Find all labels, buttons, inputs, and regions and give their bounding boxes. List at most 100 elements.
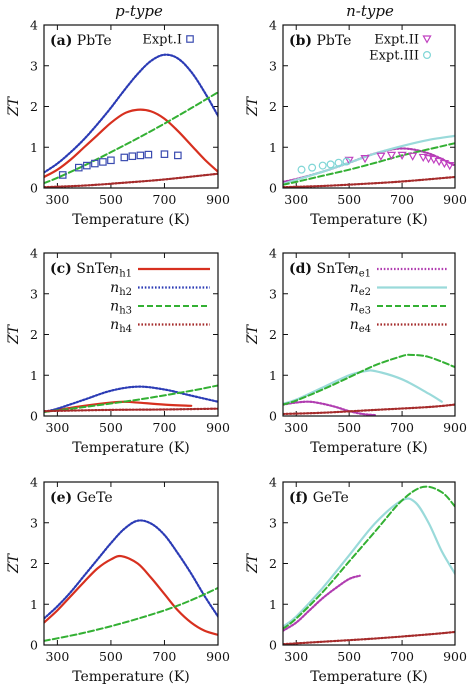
panel-e-series-h2-line [44,519,218,620]
panel-b-xtick-label: 300 [284,192,308,207]
panel-e-label: (e) GeTe [50,490,113,506]
panel-b-xlabel: Temperature (K) [310,212,428,228]
panel-a-ytick-label: 1 [30,140,38,155]
panel-d-series-e2-line [283,369,443,405]
panel-b-series-e3-line [283,142,455,186]
panel-d-legend-e4: ne4 [350,317,371,335]
panel-c-xtick-label: 500 [99,420,123,435]
panel-b-series-expt-iii-point [326,160,335,169]
panel-a-series-h4-line [44,172,218,188]
panel-b-series-expt-ii-point [423,155,434,164]
panel-a-series-expt-i-point [128,152,137,161]
panel-c-label: (c) SnTe [50,261,111,277]
panel-f-xtick-label: 300 [284,649,308,664]
panel-c-xtick-label: 900 [206,420,230,435]
panel-e-data [44,519,218,642]
panel-b-ytick-label: 1 [269,140,277,155]
panel-a-xtick-label: 300 [45,192,69,207]
panel-a-series-expt-i-point [99,158,107,166]
panel-e-ylabel: ZT [6,552,22,574]
panel-e-xlabel: Temperature (K) [72,669,190,685]
panel-a: 300 500 700 900 0 1 2 3 4 Temperature (K) ZT (a) Pb… [6,18,230,229]
panel-d: 300 500 700 900 0 1 2 3 4 Temperature (K) ZT (d) Sn… [245,246,467,457]
panel-b-material: PbTe [312,33,351,49]
panel-e-ytick-label: 0 [30,638,38,653]
panel-b-series-expt-iii-point [334,158,343,167]
panel-d-series-e4-line [283,403,455,416]
panel-b: 300 500 700 900 0 1 2 3 4 Temperature (K) ZT (b) Pb… [245,18,467,229]
panel-d-legend-e1-sub: e1 [359,269,371,280]
panel-f-data [283,485,455,645]
column-title-left: p-type [115,2,163,20]
panel-f-material: GeTe [308,490,348,506]
panel-b-xtick-label: 700 [390,192,414,207]
panel-b-ytick-label: 0 [269,181,277,196]
panel-b-series-e4-line [283,175,455,188]
panel-d-legend-e3-base: n [350,299,359,315]
panel-b-series-expt-ii-point [360,155,370,164]
panel-a-series-expt-i-point [74,163,83,172]
panel-b-letter: (b) [289,33,312,49]
panel-c-legend-h3-base: n [110,299,119,315]
panel-d-ylabel: ZT [245,323,261,345]
panel-c-ytick-label: 1 [30,368,38,383]
panel-a-ytick-label: 2 [30,99,38,114]
panel-c-xtick-label: 300 [45,420,69,435]
panel-d-ytick-label: 0 [269,409,277,424]
panel-e-letter: (e) [50,490,72,506]
panel-c-ytick-label: 2 [30,327,38,342]
panel-e-xtick-label: 700 [153,649,177,664]
panel-a-data [44,53,218,188]
panel-c-legend-h3-sub: h3 [119,306,132,317]
panel-a-xlabel: Temperature (K) [72,212,190,228]
panel-f-series-e3-line [283,485,455,630]
panel-f-series-e1-line [283,574,361,632]
panel-e-series-h3-line [44,586,218,642]
panel-b-series-expt-ii-point [376,152,386,161]
panel-d-legend-e4-base: n [350,317,359,333]
panel-d-ytick-label: 2 [269,327,277,342]
panel-e-xtick-label: 900 [206,649,230,664]
panel-d-legend-e2: ne2 [350,280,371,298]
panel-b-legend-expt-iii: Expt.III [369,49,419,64]
panel-c-legend-h2: nh2 [110,280,132,298]
panel-e-material: GeTe [72,490,112,506]
panel-a-series-expt-i-point [83,161,91,170]
panel-a-series-h1-line [44,108,218,179]
panel-d-xlabel: Temperature (K) [310,440,428,456]
panel-b-series-expt-iii-point [297,165,306,174]
panel-f-letter: (f) [289,490,308,506]
panel-a-series-h2-line [44,53,218,174]
panel-b-series-expt-iii-point [342,157,351,166]
panel-b-legend-marker-expt-ii [422,35,432,44]
panel-d-xtick-label: 900 [443,420,467,435]
panel-a-xtick-label: 500 [99,192,123,207]
panel-a-ytick-label: 4 [30,18,38,33]
panel-c-ytick-label: 4 [30,246,38,261]
panel-f-ytick-label: 4 [269,475,277,490]
panel-a-material: PbTe [72,33,111,49]
panel-a-ylabel: ZT [6,95,22,117]
panel-a-series-expt-i-point [144,150,153,159]
panel-b-series-expt-ii-point [344,156,354,165]
panel-c-frame [43,252,219,417]
panel-a-series-expt-i-point [174,151,182,160]
panel-e-xtick-label: 300 [45,649,69,664]
panel-b-xtick-label: 900 [443,192,467,207]
panel-c-legend-h2-base: n [110,280,119,296]
panel-e-xtick-label: 500 [99,649,123,664]
panel-d-ytick-label: 4 [269,246,277,261]
panel-d-legend-e2-base: n [350,280,359,296]
panel-f-ytick-label: 1 [269,597,277,612]
panel-f-series-e2-line [283,497,455,628]
panel-c-legend-h1: nh1 [110,262,132,280]
panel-d-legend-e1-base: n [350,262,359,278]
panel-a-series-expt-i-point [107,156,115,165]
panel-c-letter: (c) [50,261,72,277]
panel-a-series-expt-i-point [120,153,129,162]
panel-d-legend-e3-sub: e3 [359,306,371,317]
panel-d-series-e1-line [283,400,377,416]
panel-b-data [283,134,455,188]
